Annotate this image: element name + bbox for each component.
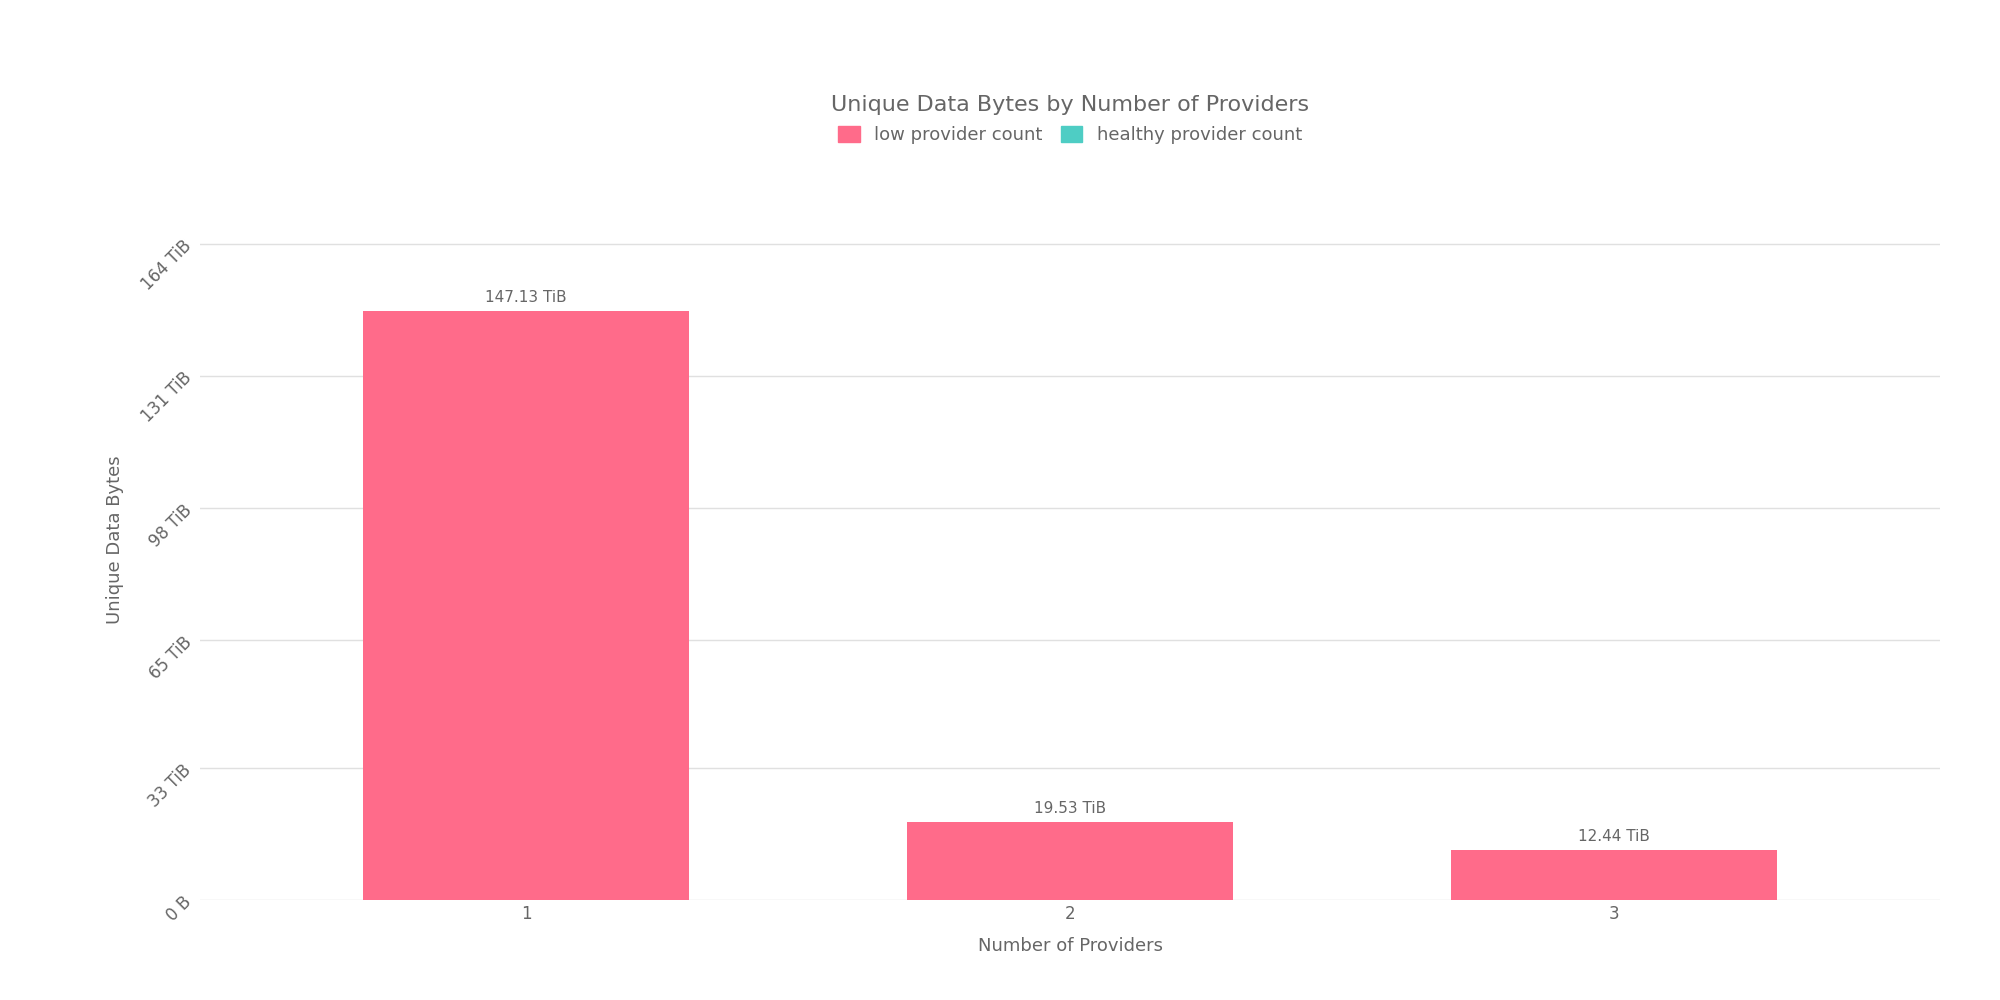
Title: Unique Data Bytes by Number of Providers: Unique Data Bytes by Number of Providers <box>830 95 1310 115</box>
Bar <box>1450 850 1776 900</box>
Y-axis label: Unique Data Bytes: Unique Data Bytes <box>106 456 124 624</box>
Bar <box>364 311 690 900</box>
Bar <box>906 822 1234 900</box>
Text: 19.53 TiB: 19.53 TiB <box>1034 801 1106 816</box>
Text: 147.13 TiB: 147.13 TiB <box>486 290 568 305</box>
X-axis label: Number of Providers: Number of Providers <box>978 937 1162 955</box>
Legend: low provider count, healthy provider count: low provider count, healthy provider cou… <box>830 117 1310 153</box>
Text: 12.44 TiB: 12.44 TiB <box>1578 829 1650 844</box>
